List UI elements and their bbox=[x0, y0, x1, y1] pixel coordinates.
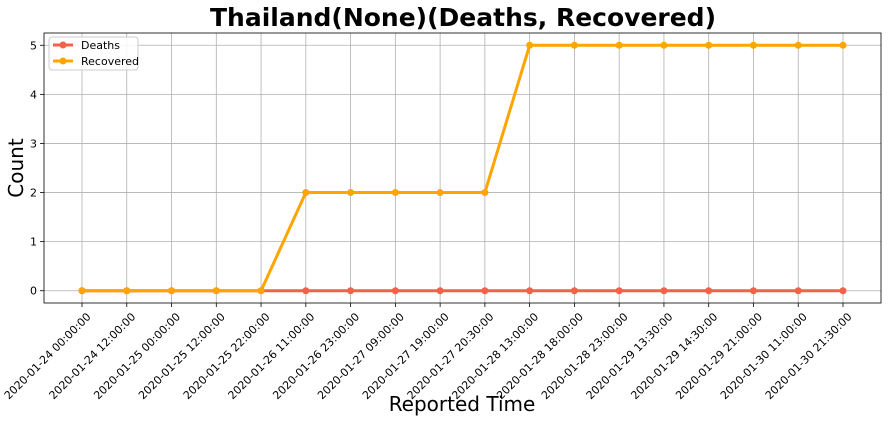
data-point-deaths bbox=[705, 287, 713, 295]
data-point-deaths bbox=[436, 287, 444, 295]
data-point-recovered bbox=[705, 41, 713, 49]
plot-frame bbox=[44, 33, 881, 303]
data-point-recovered bbox=[481, 189, 489, 197]
data-point-recovered bbox=[302, 189, 310, 197]
x-tick-label: 2020-01-30 11:00:00 bbox=[718, 310, 810, 402]
x-tick-label: 2020-01-26 11:00:00 bbox=[226, 310, 318, 402]
y-tick-label: 1 bbox=[30, 236, 37, 249]
data-point-deaths bbox=[347, 287, 355, 295]
x-tick-label: 2020-01-25 00:00:00 bbox=[91, 310, 183, 402]
x-tick-label: 2020-01-29 21:00:00 bbox=[673, 310, 765, 402]
x-tick-label: 2020-01-24 00:00:00 bbox=[2, 310, 94, 402]
chart-title: Thailand(None)(Deaths, Recovered) bbox=[210, 3, 716, 32]
data-point-deaths bbox=[481, 287, 489, 295]
plot-border bbox=[43, 32, 882, 304]
x-tick-label: 2020-01-29 14:30:00 bbox=[628, 310, 720, 402]
x-tick-label: 2020-01-27 20:30:00 bbox=[405, 310, 497, 402]
data-point-recovered bbox=[839, 41, 847, 49]
data-point-deaths bbox=[660, 287, 668, 295]
x-axis-label: Reported Time bbox=[389, 392, 536, 416]
data-point-recovered bbox=[347, 189, 355, 197]
data-point-deaths bbox=[570, 287, 578, 295]
data-point-recovered bbox=[212, 287, 220, 295]
data-point-recovered bbox=[615, 41, 623, 49]
data-point-recovered bbox=[526, 41, 534, 49]
x-tick-label: 2020-01-24 12:00:00 bbox=[47, 310, 139, 402]
legend-label-deaths: Deaths bbox=[81, 39, 120, 52]
data-point-recovered bbox=[78, 287, 86, 295]
y-axis-ticks: 0 1 2 3 4 5 bbox=[30, 39, 44, 298]
data-point-deaths bbox=[615, 287, 623, 295]
y-tick-label: 0 bbox=[30, 285, 37, 298]
series-layer bbox=[78, 41, 847, 295]
data-point-recovered bbox=[749, 41, 757, 49]
data-point-recovered bbox=[257, 287, 265, 295]
x-tick-label: 2020-01-27 09:00:00 bbox=[315, 310, 407, 402]
y-tick-label: 4 bbox=[30, 88, 37, 101]
x-tick-label: 2020-01-27 19:00:00 bbox=[360, 310, 452, 402]
grid bbox=[44, 33, 881, 303]
x-tick-label: 2020-01-25 22:00:00 bbox=[181, 310, 273, 402]
data-point-recovered bbox=[436, 189, 444, 197]
data-point-deaths bbox=[526, 287, 534, 295]
x-tick-label: 2020-01-29 13:30:00 bbox=[584, 310, 676, 402]
data-point-deaths bbox=[839, 287, 847, 295]
data-point-recovered bbox=[570, 41, 578, 49]
y-tick-label: 2 bbox=[30, 187, 37, 200]
x-tick-label: 2020-01-28 23:00:00 bbox=[539, 310, 631, 402]
data-point-deaths bbox=[794, 287, 802, 295]
legend-marker-recovered bbox=[59, 57, 67, 65]
data-point-recovered bbox=[794, 41, 802, 49]
data-point-recovered bbox=[660, 41, 668, 49]
x-tick-label: 2020-01-25 12:00:00 bbox=[136, 310, 228, 402]
y-tick-label: 5 bbox=[30, 39, 37, 52]
data-point-recovered bbox=[123, 287, 131, 295]
legend-marker-deaths bbox=[59, 41, 67, 49]
data-point-deaths bbox=[302, 287, 310, 295]
data-point-recovered bbox=[168, 287, 176, 295]
y-tick-label: 3 bbox=[30, 137, 37, 150]
x-tick-label: 2020-01-30 21:30:00 bbox=[763, 310, 855, 402]
data-point-recovered bbox=[391, 189, 399, 197]
legend-label-recovered: Recovered bbox=[81, 55, 139, 68]
data-point-deaths bbox=[391, 287, 399, 295]
y-axis-label: Count bbox=[4, 138, 28, 198]
data-point-deaths bbox=[749, 287, 757, 295]
x-tick-label: 2020-01-26 23:00:00 bbox=[270, 310, 362, 402]
x-tick-label: 2020-01-28 18:00:00 bbox=[494, 310, 586, 402]
legend: Deaths Recovered bbox=[48, 36, 139, 71]
x-tick-label: 2020-01-28 13:00:00 bbox=[449, 310, 541, 402]
series-line-recovered bbox=[82, 43, 843, 293]
